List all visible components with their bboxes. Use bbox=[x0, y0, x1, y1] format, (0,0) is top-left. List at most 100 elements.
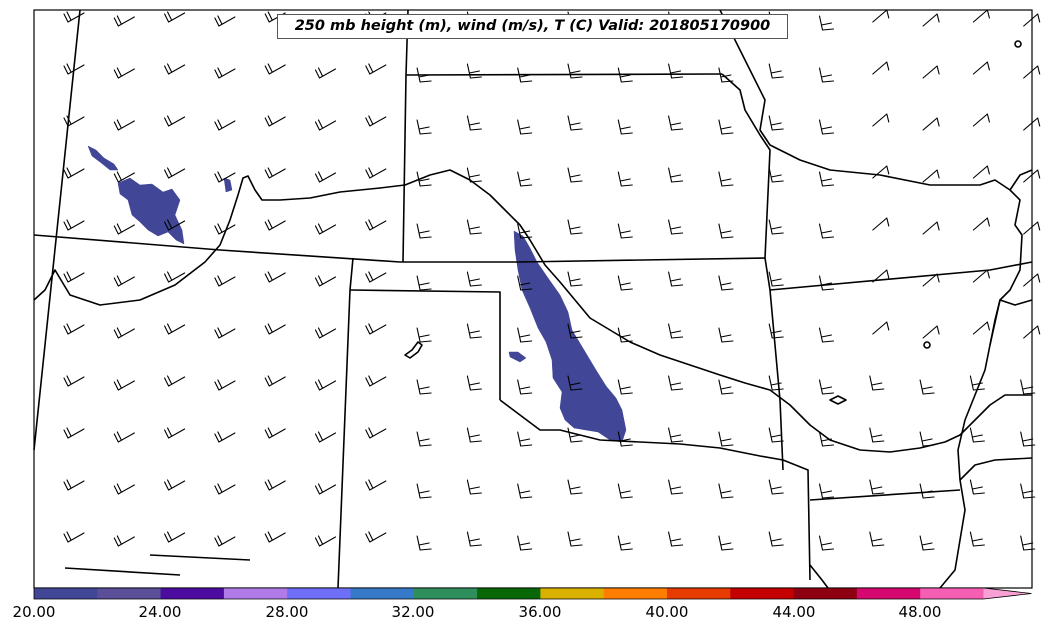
wind-barb bbox=[919, 379, 935, 395]
wind-barb bbox=[818, 483, 835, 499]
wind-barb bbox=[416, 379, 432, 395]
wind-barb bbox=[63, 63, 85, 75]
wind-barb bbox=[314, 171, 337, 183]
wind-barb bbox=[314, 119, 337, 131]
colorbar-tick-label: 40.00 bbox=[645, 603, 689, 621]
wind-barb bbox=[214, 67, 236, 79]
wind-barb bbox=[164, 115, 186, 127]
wind-barb bbox=[63, 271, 85, 283]
colorbar-outline bbox=[33, 587, 1032, 600]
wind-barb bbox=[365, 115, 387, 127]
wind-barb bbox=[466, 167, 482, 183]
wind-barb bbox=[164, 219, 186, 231]
wind-barb bbox=[567, 479, 583, 495]
state-line-mo-ar bbox=[769, 261, 1033, 291]
wind-barb bbox=[872, 61, 890, 75]
state-line-az-nm bbox=[149, 554, 251, 561]
wind-barb bbox=[264, 427, 286, 439]
wind-barb bbox=[617, 171, 633, 187]
wind-barb bbox=[264, 115, 286, 127]
state-line-ar-south bbox=[809, 489, 961, 501]
wind-barb bbox=[617, 379, 633, 395]
wind-barb bbox=[214, 275, 236, 287]
wind-barb bbox=[768, 531, 784, 547]
wind-barb bbox=[567, 531, 583, 547]
wind-barb bbox=[365, 63, 387, 75]
colorbar-segment bbox=[97, 588, 162, 599]
wind-barb bbox=[922, 65, 940, 79]
wind-barb bbox=[314, 275, 337, 287]
wind-barb bbox=[718, 275, 734, 291]
wind-barb bbox=[314, 223, 337, 235]
wind-barb bbox=[416, 223, 432, 239]
wind-barb bbox=[466, 115, 482, 131]
wind-barb bbox=[1023, 169, 1041, 183]
wind-barb bbox=[768, 479, 784, 495]
colorbar-segment bbox=[920, 588, 984, 599]
wind-barb bbox=[818, 171, 835, 187]
colorbar-segment bbox=[223, 588, 288, 599]
colorbar-tick-label: 24.00 bbox=[138, 603, 182, 621]
wind-barb bbox=[617, 275, 633, 291]
wind-barb bbox=[869, 479, 885, 495]
wind-barb bbox=[969, 427, 985, 443]
wind-barb bbox=[517, 171, 533, 187]
map-title: 250 mb height (m), wind (m/s), T (C) Val… bbox=[277, 14, 788, 39]
colorbar-segment bbox=[540, 588, 605, 599]
wind-barb bbox=[264, 375, 286, 387]
wind-barb bbox=[214, 379, 236, 391]
colorbar-tick-label: 44.00 bbox=[772, 603, 816, 621]
wind-barb bbox=[1020, 379, 1036, 395]
wind-barb bbox=[466, 63, 482, 79]
wind-barb bbox=[668, 323, 684, 339]
wind-barb bbox=[668, 219, 684, 235]
wind-barb bbox=[919, 483, 935, 499]
wind-barb bbox=[1023, 65, 1041, 79]
wind-barb bbox=[919, 431, 935, 447]
wind-barb bbox=[264, 271, 286, 283]
colorbar-tick-label: 32.00 bbox=[391, 603, 435, 621]
wind-barb bbox=[872, 9, 890, 23]
wind-barb bbox=[1023, 221, 1041, 235]
wind-barb bbox=[1020, 535, 1036, 551]
river-platte bbox=[33, 169, 1032, 453]
wind-barb bbox=[922, 221, 940, 235]
wind-barb bbox=[972, 9, 990, 23]
colorbar-segment bbox=[667, 588, 731, 599]
wind-barb bbox=[517, 483, 533, 499]
wind-barb bbox=[972, 269, 990, 283]
wind-barb bbox=[264, 531, 286, 543]
wind-barb bbox=[768, 219, 784, 235]
wind-barb bbox=[617, 483, 633, 499]
wind-barb bbox=[818, 119, 835, 135]
wind-barb bbox=[872, 269, 890, 283]
wind-barb bbox=[567, 167, 583, 183]
wind-barb bbox=[617, 67, 633, 83]
colorbar-segment bbox=[413, 588, 478, 599]
wind-barb bbox=[63, 323, 85, 335]
wind-barb bbox=[365, 427, 387, 439]
wind-barb bbox=[617, 431, 633, 447]
wind-barb bbox=[567, 375, 583, 391]
wind-barb bbox=[314, 379, 337, 391]
colorbar-segment bbox=[477, 588, 541, 599]
wind-barb bbox=[768, 167, 784, 183]
wind-barb bbox=[1023, 13, 1041, 27]
wind-barb bbox=[113, 67, 135, 79]
wind-barb bbox=[718, 67, 734, 83]
wind-barb bbox=[113, 15, 135, 27]
wind-barb bbox=[63, 115, 85, 127]
wind-barb bbox=[214, 535, 236, 547]
wind-barb bbox=[164, 63, 186, 75]
temperature-region-colorado-north bbox=[87, 145, 119, 171]
wind-barb bbox=[517, 327, 533, 343]
wind-barb bbox=[818, 15, 835, 31]
wind-barb bbox=[314, 431, 337, 443]
wind-barb bbox=[818, 327, 835, 343]
wind-barb bbox=[466, 219, 482, 235]
wind-barbs bbox=[63, 9, 1041, 551]
wind-barb bbox=[872, 217, 890, 231]
wind-barb bbox=[718, 431, 734, 447]
wind-barb bbox=[818, 67, 835, 83]
wind-barb bbox=[972, 321, 990, 335]
